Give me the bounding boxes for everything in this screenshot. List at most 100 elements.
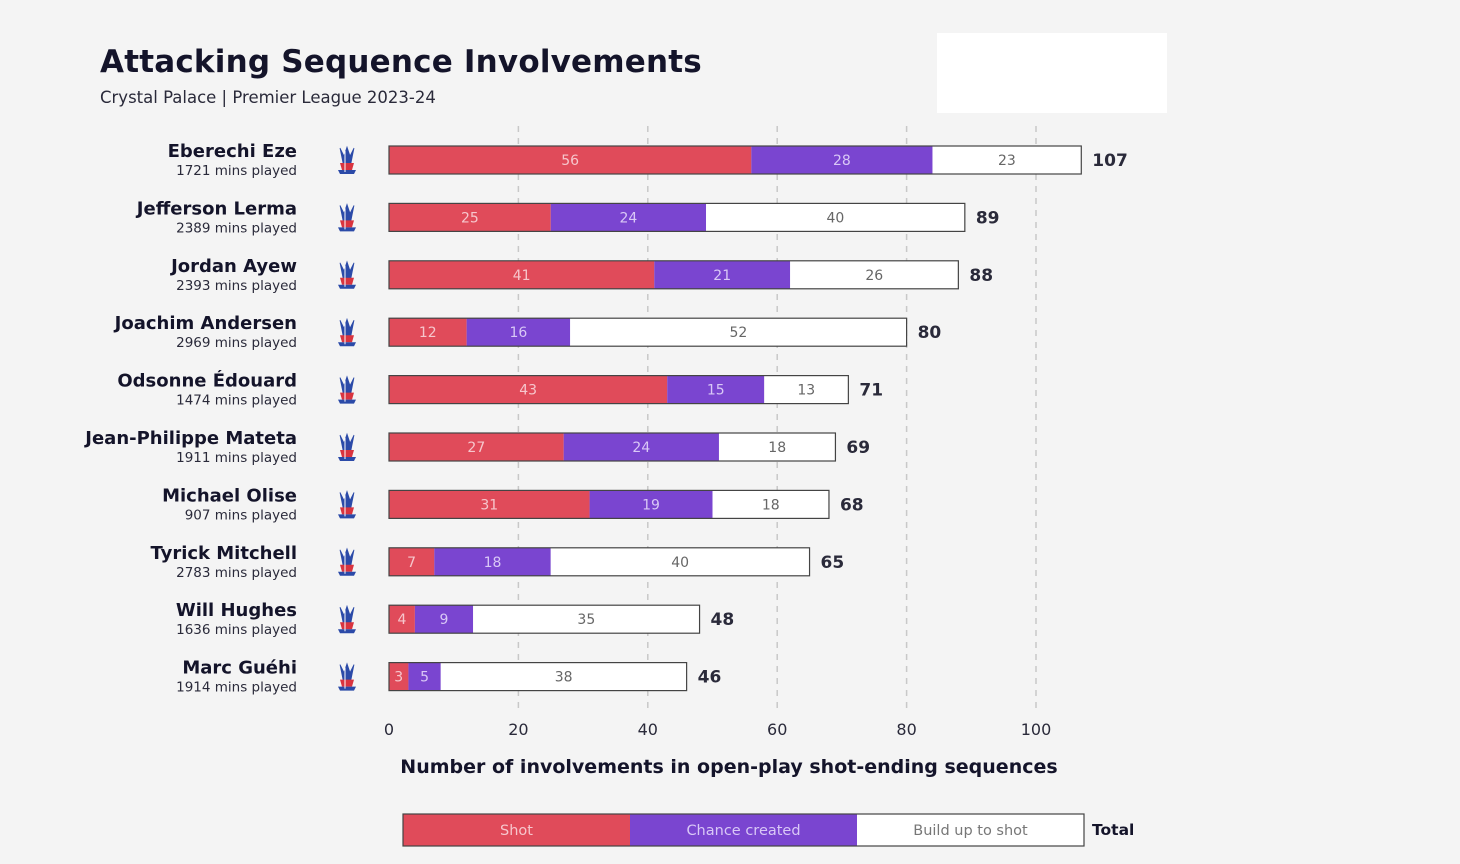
bar-segment-chance-created xyxy=(563,433,719,461)
x-tick-label: 80 xyxy=(896,720,916,739)
x-tick-label: 60 xyxy=(767,720,787,739)
bar-segment-build-up xyxy=(440,662,687,691)
bar-segment-chance-created xyxy=(434,547,551,576)
bar-value-label: 26 xyxy=(865,268,883,284)
bar-outline xyxy=(388,661,688,692)
crystal-palace-crest-icon xyxy=(338,203,356,232)
crest-eagle xyxy=(339,604,355,623)
player-name: Will Hughes xyxy=(176,600,297,621)
bar-value-label: 40 xyxy=(671,555,689,571)
crest-eagle xyxy=(339,145,355,164)
bar-outline xyxy=(388,260,959,290)
player-minutes: 1474 mins played xyxy=(176,393,297,409)
bar-segment-shot xyxy=(389,146,752,174)
crystal-palace-crest-icon xyxy=(338,145,356,174)
player-minutes: 2393 mins played xyxy=(176,278,297,294)
x-tick-label: 0 xyxy=(384,720,394,739)
legend-label-chance-created: Chance created xyxy=(686,823,800,839)
player-name: Tyrick Mitchell xyxy=(150,543,297,564)
bar-value-label: 41 xyxy=(513,268,531,284)
crest-eagle xyxy=(339,662,355,680)
crest-eagle xyxy=(339,203,355,221)
bar-value-label: 38 xyxy=(555,670,573,686)
bar-value-label: 25 xyxy=(461,210,479,226)
crest-base xyxy=(338,170,356,174)
player-minutes: 1911 mins played xyxy=(176,450,297,466)
legend-total-label: Total xyxy=(1092,821,1134,839)
bar-total-label: 46 xyxy=(698,668,722,688)
x-tick-label: 20 xyxy=(508,720,528,739)
bar-value-label: 7 xyxy=(407,555,416,571)
crest-band xyxy=(340,564,354,572)
bar-value-label: 18 xyxy=(484,555,502,571)
crest-band xyxy=(340,277,354,285)
crest-eagle xyxy=(339,547,355,566)
bar-segment-chance-created xyxy=(550,203,707,232)
player-name: Eberechi Eze xyxy=(168,141,297,162)
bar-segment-build-up xyxy=(473,605,700,634)
crystal-palace-crest-icon xyxy=(338,260,356,289)
player-minutes: 1721 mins played xyxy=(176,163,297,179)
bar-segment-chance-created xyxy=(466,318,571,347)
bar-value-label: 23 xyxy=(998,153,1016,169)
bar-segment-chance-created xyxy=(408,662,441,691)
crest-base xyxy=(338,457,356,461)
bar-value-label: 19 xyxy=(642,497,660,513)
bar-value-label: 18 xyxy=(768,440,786,456)
bar-value-label: 12 xyxy=(419,325,437,341)
bar-segment-build-up xyxy=(712,490,829,519)
chart-title: Attacking Sequence Involvements xyxy=(100,44,702,80)
crystal-palace-crest-icon xyxy=(338,490,356,519)
bar-outline xyxy=(388,145,1082,175)
crest-base xyxy=(338,227,356,232)
bar-segment-shot xyxy=(389,375,668,404)
crest-base xyxy=(338,686,356,691)
crystal-palace-crest-icon xyxy=(338,604,356,634)
bar-segment-build-up xyxy=(932,146,1082,174)
bar-total-label: 80 xyxy=(918,323,942,343)
bar-outline xyxy=(388,317,908,347)
player-name: Jean-Philippe Mateta xyxy=(83,428,297,449)
bar-segment-build-up xyxy=(570,318,907,347)
player-name: Jordan Ayew xyxy=(169,256,297,277)
player-name: Odsonne Édouard xyxy=(117,370,297,392)
legend-swatch-shot xyxy=(403,814,630,846)
bar-segment-build-up xyxy=(790,260,959,289)
chart-subtitle: Crystal Palace | Premier League 2023-24 xyxy=(100,88,436,107)
crystal-palace-crest-icon xyxy=(338,547,356,576)
bar-segment-build-up xyxy=(764,375,849,404)
bar-total-label: 68 xyxy=(840,495,864,515)
bar-segment-shot xyxy=(389,547,435,576)
bar-value-label: 13 xyxy=(797,383,815,399)
crystal-palace-crest-icon xyxy=(338,432,356,461)
player-name: Michael Olise xyxy=(162,485,297,506)
crest-eagle xyxy=(339,317,355,336)
crystal-palace-crest-icon xyxy=(338,375,356,404)
bar-value-label: 27 xyxy=(467,440,485,456)
blank-panel xyxy=(937,33,1167,113)
player-minutes: 1636 mins played xyxy=(176,622,297,638)
crest-band xyxy=(340,679,354,687)
crest-band xyxy=(340,335,354,343)
bar-segment-chance-created xyxy=(589,490,713,519)
player-minutes: 2969 mins played xyxy=(176,335,297,351)
bar-segment-chance-created xyxy=(414,605,474,634)
player-minutes: 2389 mins played xyxy=(176,220,297,236)
player-minutes: 1914 mins played xyxy=(176,680,297,696)
bar-value-label: 16 xyxy=(509,325,527,341)
bar-segment-shot xyxy=(389,490,590,519)
crest-band xyxy=(340,507,354,515)
crest-base xyxy=(338,342,356,347)
legend-swatch-chance-created xyxy=(630,814,857,846)
bar-value-label: 3 xyxy=(394,670,403,686)
bar-value-label: 24 xyxy=(632,440,650,456)
bar-segment-build-up xyxy=(550,547,810,576)
legend-label-shot: Shot xyxy=(500,823,533,839)
bar-value-label: 31 xyxy=(480,497,498,513)
bar-total-label: 65 xyxy=(821,553,845,573)
legend-label-build-up: Build up to shot xyxy=(913,823,1028,839)
legend-swatch-build-up xyxy=(857,814,1084,846)
crest-band xyxy=(340,450,354,457)
bar-value-label: 24 xyxy=(619,210,637,226)
